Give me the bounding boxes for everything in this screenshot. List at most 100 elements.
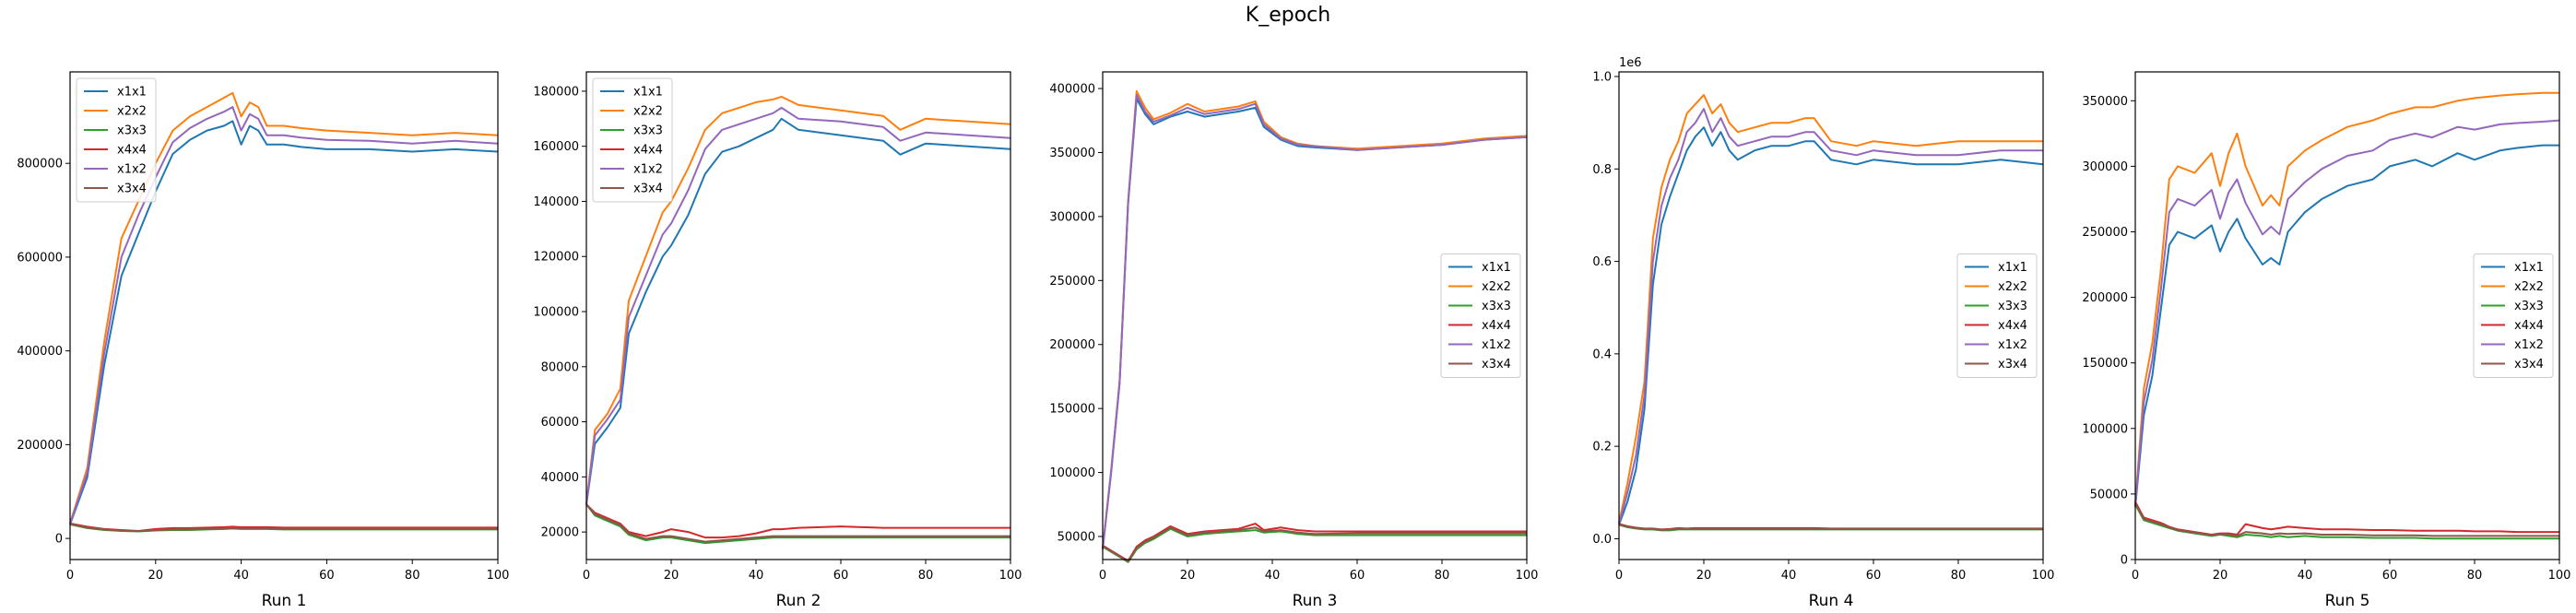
y-tick-label: 180000 xyxy=(533,85,579,99)
legend-box xyxy=(1440,253,1521,378)
x-tick-label: 100 xyxy=(1516,569,1539,583)
x-tick-label: 80 xyxy=(1435,569,1450,583)
chart-panel-1: 0 20 40 60 80 100 0 200000 400000 600000 800000 Run… xyxy=(17,71,509,610)
y-tick-label: 0.0 xyxy=(1592,533,1612,547)
legend-label-x1x1: x1x1 xyxy=(2514,261,2544,275)
x-tick-label: 60 xyxy=(833,569,849,583)
y-tick-label: 200000 xyxy=(2082,291,2128,305)
plot-frame xyxy=(585,71,1011,560)
legend-label-x3x4: x3x4 xyxy=(1482,358,1511,371)
chart-panel-3: 0 20 40 60 80 100 50000 100000 150000 200000 25000… xyxy=(1049,71,1539,610)
series-line-x1x2 xyxy=(1102,94,1528,549)
x-tick-label: 20 xyxy=(148,569,164,583)
legend-label-x1x1: x1x1 xyxy=(117,86,147,100)
y-tick-label: 50000 xyxy=(1058,531,1095,545)
y-tick-label: 50000 xyxy=(2090,488,2128,501)
legend-label-x3x3: x3x3 xyxy=(633,124,663,138)
legend-label-x4x4: x4x4 xyxy=(1998,319,2027,333)
legend: x1x1 x2x2 x3x3 x4x4 x1x2 x3x4 xyxy=(592,77,673,203)
y-tick-label: 150000 xyxy=(2082,357,2128,371)
y-tick-label: 0 xyxy=(2121,554,2128,568)
x-tick-label: 0 xyxy=(1615,569,1623,583)
plot-frame xyxy=(1102,71,1528,560)
y-tick-label: 100000 xyxy=(1049,466,1095,480)
x-tick-label: 40 xyxy=(233,569,249,583)
legend-label-x3x3: x3x3 xyxy=(117,124,147,138)
y-tick-label: 400000 xyxy=(17,345,63,359)
x-tick-label: 60 xyxy=(2382,569,2398,583)
legend-box xyxy=(76,77,157,203)
y-tick-label: 100000 xyxy=(533,306,579,320)
series-line-x1x2 xyxy=(2134,119,2560,506)
chart-panel-5: 0 20 40 60 80 100 0 50000 100000 150000 200000 2500… xyxy=(2082,71,2570,610)
y-tick-label: 300000 xyxy=(2082,160,2128,174)
legend: x1x1 x2x2 x3x3 x4x4 x1x2 x3x4 xyxy=(1440,253,1521,378)
legend-label-x1x2: x1x2 xyxy=(633,163,663,177)
plot-frame xyxy=(69,71,499,560)
series-line-x2x2 xyxy=(2134,91,2559,505)
series-line-x1x2 xyxy=(585,106,1011,505)
x-tick-label: 20 xyxy=(1696,569,1712,583)
x-axis-label: Run 2 xyxy=(776,592,821,610)
legend-label-x1x1: x1x1 xyxy=(1482,261,1511,275)
series-line-x1x1 xyxy=(585,117,1011,505)
x-tick-label: 40 xyxy=(1781,569,1797,583)
y-tick-label: 0.4 xyxy=(1592,348,1612,361)
y-tick-label: 140000 xyxy=(533,195,579,209)
y-tick-label: 0 xyxy=(55,533,63,547)
plot-frame xyxy=(1618,71,2044,560)
x-tick-label: 60 xyxy=(1866,569,1882,583)
x-tick-label: 60 xyxy=(1350,569,1365,583)
legend-label-x4x4: x4x4 xyxy=(2514,319,2544,333)
legend-label-x3x4: x3x4 xyxy=(633,183,663,196)
x-tick-label: 0 xyxy=(66,569,74,583)
plot-frame xyxy=(2134,71,2560,560)
x-tick-label: 100 xyxy=(999,569,1022,583)
x-tick-label: 60 xyxy=(319,569,335,583)
x-tick-label: 20 xyxy=(664,569,679,583)
x-tick-label: 40 xyxy=(2298,569,2313,583)
y-axis-offset-label: 1e6 xyxy=(1619,56,1642,70)
legend-box xyxy=(592,77,673,203)
x-tick-label: 40 xyxy=(749,569,764,583)
y-tick-label: 0.6 xyxy=(1592,255,1612,269)
y-tick-label: 150000 xyxy=(1049,403,1095,417)
legend-label-x4x4: x4x4 xyxy=(1482,319,1511,333)
legend-label-x2x2: x2x2 xyxy=(633,105,663,119)
series-line-x3x4 xyxy=(1102,526,1527,563)
x-tick-label: 0 xyxy=(1099,569,1106,583)
y-tick-label: 80000 xyxy=(541,360,579,374)
x-tick-label: 40 xyxy=(1265,569,1281,583)
series-line-x1x1 xyxy=(2134,144,2559,508)
x-tick-label: 0 xyxy=(583,569,590,583)
legend-label-x4x4: x4x4 xyxy=(633,144,663,158)
legend-label-x4x4: x4x4 xyxy=(117,144,147,158)
chart-panel-4: 0 20 40 60 80 100 0.0 0.2 0.4 0.6 0.8 1.0 1e6 Run 4 x1… xyxy=(1592,56,2054,610)
figure-title: K_epoch xyxy=(1245,4,1331,27)
series-line-x3x3 xyxy=(585,503,1010,545)
series-line-x3x4 xyxy=(2134,502,2559,537)
series-line-x3x4 xyxy=(69,523,498,533)
y-tick-label: 20000 xyxy=(541,526,579,540)
legend-label-x1x2: x1x2 xyxy=(1482,338,1511,352)
series-line-x1x2 xyxy=(1618,108,2043,525)
legend-label-x1x2: x1x2 xyxy=(1998,338,2027,352)
series-line-x4x4 xyxy=(2134,501,2559,536)
legend-label-x2x2: x2x2 xyxy=(1482,280,1511,294)
y-tick-label: 250000 xyxy=(1049,275,1095,289)
series-line-x3x4 xyxy=(585,503,1010,543)
legend-label-x3x4: x3x4 xyxy=(2514,358,2544,371)
y-tick-label: 350000 xyxy=(1049,147,1095,160)
y-tick-label: 0.8 xyxy=(1592,163,1612,177)
y-tick-label: 160000 xyxy=(533,140,579,154)
x-tick-label: 0 xyxy=(2132,569,2139,583)
legend-box xyxy=(2473,253,2554,378)
y-tick-label: 40000 xyxy=(541,471,579,485)
legend: x1x1 x2x2 x3x3 x4x4 x1x2 x3x4 xyxy=(1956,253,2038,378)
x-axis-label: Run 3 xyxy=(1293,592,1338,610)
chart-panel-2: 0 20 40 60 80 100 20000 40000 60000 80000 100000 12… xyxy=(533,71,1022,610)
x-tick-label: 80 xyxy=(918,569,934,583)
x-tick-label: 80 xyxy=(2467,569,2483,583)
legend-label-x1x1: x1x1 xyxy=(1998,261,2027,275)
x-tick-label: 20 xyxy=(1180,569,1196,583)
